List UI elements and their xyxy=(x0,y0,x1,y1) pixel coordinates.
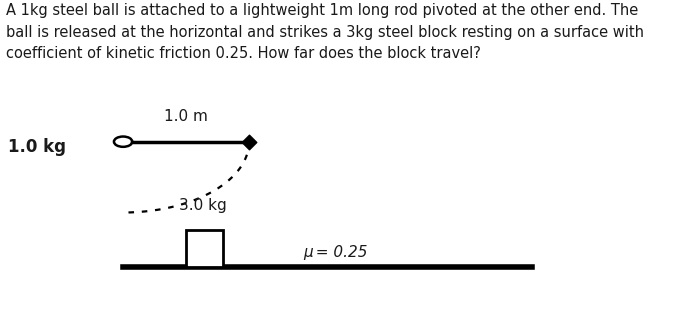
Text: A 1kg steel ball is attached to a lightweight 1m long rod pivoted at the other e: A 1kg steel ball is attached to a lightw… xyxy=(5,3,644,62)
Text: 3.0 kg: 3.0 kg xyxy=(179,197,227,213)
Text: 1.0 kg: 1.0 kg xyxy=(8,137,66,156)
Text: 1.0 m: 1.0 m xyxy=(164,109,208,124)
Text: μ = 0.25: μ = 0.25 xyxy=(303,245,368,260)
Bar xyxy=(186,230,223,267)
Point xyxy=(244,139,255,144)
